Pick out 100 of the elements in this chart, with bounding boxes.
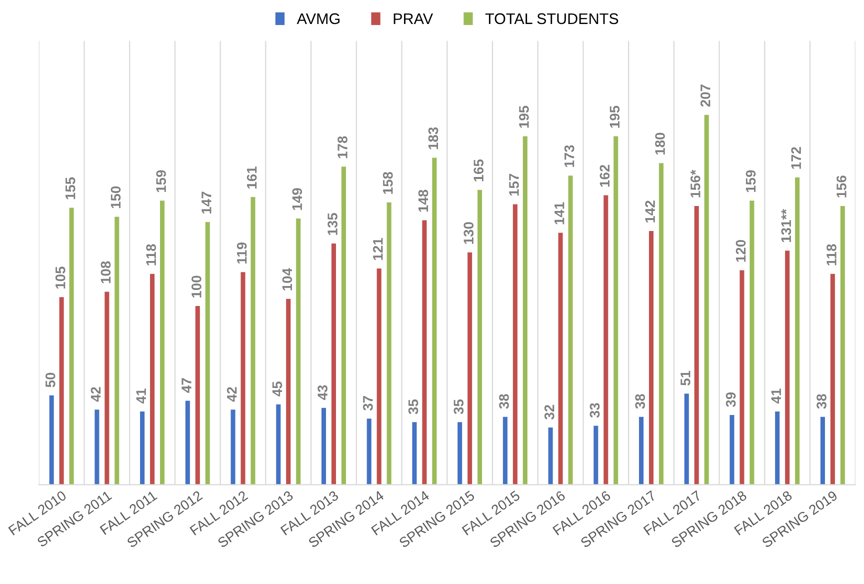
data-label: 162: [600, 164, 610, 187]
bar: [331, 244, 336, 485]
bar: [522, 136, 528, 485]
data-label: 178: [338, 136, 348, 158]
data-label: 195: [519, 106, 529, 128]
data-label: 119: [236, 242, 247, 264]
data-label: 149: [292, 188, 302, 210]
bar: [140, 411, 145, 485]
bar: [422, 220, 427, 485]
bar: [114, 216, 120, 485]
bar: [704, 114, 709, 485]
bar: [658, 163, 664, 485]
bar: [638, 416, 644, 485]
bar: [830, 274, 835, 485]
data-label: 41: [136, 388, 146, 404]
data-label: 43: [318, 385, 328, 400]
bar: [185, 400, 190, 485]
bar: [604, 195, 608, 485]
bar: [820, 416, 825, 485]
bar: [366, 418, 372, 485]
data-label: 159: [156, 170, 166, 192]
data-label: 150: [110, 186, 121, 208]
bar: [386, 202, 392, 485]
legend-label: PRAV: [394, 13, 433, 24]
bar: [49, 395, 54, 485]
bar: [614, 136, 618, 485]
data-label: 142: [645, 200, 655, 222]
data-label: 130: [464, 222, 474, 244]
bar: [276, 404, 281, 485]
legend-label: TOTAL STUDENTS: [485, 13, 618, 24]
bar: [568, 176, 573, 485]
data-label: 135: [328, 213, 338, 235]
bar: [432, 158, 437, 485]
bar: [205, 222, 210, 485]
bar: [730, 415, 734, 485]
bar: [59, 297, 64, 485]
data-label: 32: [544, 404, 554, 420]
bar: [321, 408, 326, 485]
bar: [694, 206, 699, 485]
data-label: 35: [408, 399, 418, 414]
data-label: 104: [282, 268, 292, 290]
data-label: 148: [418, 190, 428, 212]
data-label: 120: [736, 240, 746, 262]
data-label: 42: [226, 387, 237, 402]
bar: [740, 270, 744, 485]
bar: [594, 426, 598, 485]
bar: [648, 230, 654, 485]
bar: [296, 218, 301, 485]
data-label: 157: [509, 174, 519, 196]
data-label: 39: [726, 392, 736, 407]
bar: [548, 428, 553, 485]
data-label: 100: [192, 276, 202, 298]
data-label: 38: [816, 394, 826, 409]
bar: [376, 268, 382, 485]
data-label: 173: [564, 145, 574, 168]
data-label: 183: [428, 127, 438, 150]
data-label: 156*: [690, 170, 700, 198]
data-label: 161: [246, 166, 257, 188]
bar: [341, 166, 346, 485]
bar: [512, 204, 518, 485]
bar: [230, 410, 236, 485]
bar: [558, 232, 563, 485]
data-label: 38: [499, 394, 509, 409]
data-label: 156: [836, 176, 846, 198]
data-label: 172: [791, 147, 801, 169]
bar: [684, 394, 689, 485]
data-label: 51: [680, 370, 690, 386]
data-label: 35: [454, 399, 464, 414]
data-label: 131**: [781, 208, 792, 242]
bar: [286, 298, 291, 485]
bar: [785, 250, 790, 485]
data-label: 165: [474, 159, 484, 182]
bar: [775, 411, 780, 485]
bar: [840, 206, 845, 485]
data-label: 141: [554, 202, 564, 224]
bar: [478, 190, 482, 485]
data-label: 33: [590, 403, 600, 418]
data-label: 50: [45, 372, 56, 388]
data-label: 158: [382, 172, 393, 194]
bar: [412, 422, 417, 485]
bar: [150, 274, 155, 485]
data-label: 147: [202, 192, 212, 214]
bar: [795, 177, 800, 485]
bar: [195, 306, 200, 485]
data-label: 118: [146, 244, 156, 266]
data-label: 159: [746, 170, 756, 192]
data-label: 45: [272, 382, 282, 396]
legend-label: AVMG: [296, 13, 340, 24]
bar: [458, 422, 462, 485]
data-label: 38: [635, 394, 646, 409]
bar: [468, 252, 472, 485]
data-label: 155: [66, 177, 76, 200]
data-label: 207: [700, 84, 710, 107]
bar: [69, 208, 74, 485]
bar: [250, 197, 256, 485]
data-label: 41: [771, 388, 781, 404]
data-label: 195: [610, 106, 620, 128]
data-label: 121: [372, 238, 383, 260]
data-label: 42: [90, 387, 101, 402]
bar: [502, 416, 508, 485]
